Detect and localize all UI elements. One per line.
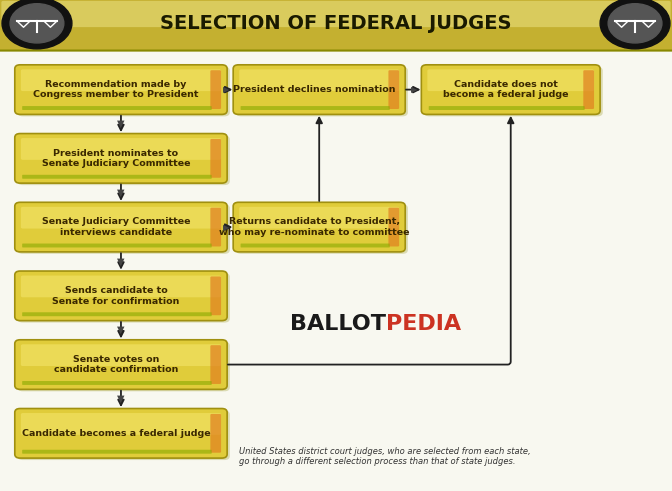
Text: ▼: ▼ bbox=[117, 325, 125, 335]
FancyBboxPatch shape bbox=[0, 0, 672, 51]
Text: Senate votes on
candidate confirmation: Senate votes on candidate confirmation bbox=[54, 355, 178, 374]
Text: Recommendation made by
Congress member to President: Recommendation made by Congress member t… bbox=[33, 80, 199, 99]
FancyBboxPatch shape bbox=[21, 413, 221, 435]
FancyBboxPatch shape bbox=[388, 70, 399, 109]
FancyBboxPatch shape bbox=[210, 345, 221, 384]
Text: United States district court judges, who are selected from each state,
go throug: United States district court judges, who… bbox=[239, 447, 530, 466]
FancyBboxPatch shape bbox=[21, 344, 221, 366]
FancyBboxPatch shape bbox=[17, 204, 230, 254]
FancyBboxPatch shape bbox=[15, 340, 227, 389]
FancyBboxPatch shape bbox=[424, 67, 603, 116]
FancyBboxPatch shape bbox=[239, 207, 399, 229]
FancyBboxPatch shape bbox=[388, 208, 399, 246]
FancyBboxPatch shape bbox=[17, 273, 230, 323]
Text: President declines nomination: President declines nomination bbox=[233, 85, 395, 94]
FancyBboxPatch shape bbox=[21, 207, 221, 229]
FancyBboxPatch shape bbox=[15, 65, 227, 114]
FancyBboxPatch shape bbox=[429, 106, 585, 110]
Text: BALLOT: BALLOT bbox=[290, 314, 386, 334]
FancyBboxPatch shape bbox=[236, 67, 408, 116]
FancyBboxPatch shape bbox=[15, 409, 227, 458]
Text: ▼: ▼ bbox=[117, 119, 125, 129]
FancyBboxPatch shape bbox=[21, 138, 221, 160]
FancyBboxPatch shape bbox=[21, 69, 221, 91]
Text: ▶: ▶ bbox=[223, 85, 230, 94]
Text: ▼: ▼ bbox=[117, 256, 125, 267]
FancyBboxPatch shape bbox=[241, 244, 390, 247]
FancyBboxPatch shape bbox=[210, 276, 221, 315]
Text: SELECTION OF FEDERAL JUDGES: SELECTION OF FEDERAL JUDGES bbox=[160, 14, 512, 33]
FancyBboxPatch shape bbox=[427, 69, 594, 91]
FancyBboxPatch shape bbox=[22, 450, 212, 454]
FancyBboxPatch shape bbox=[583, 70, 594, 109]
FancyBboxPatch shape bbox=[421, 65, 600, 114]
Text: ▶: ▶ bbox=[223, 222, 230, 232]
FancyBboxPatch shape bbox=[233, 65, 405, 114]
FancyBboxPatch shape bbox=[210, 139, 221, 178]
Text: Senate Judiciary Committee
interviews candidate: Senate Judiciary Committee interviews ca… bbox=[42, 218, 190, 237]
Text: President nominates to
Senate Judiciary Committee: President nominates to Senate Judiciary … bbox=[42, 149, 190, 168]
FancyBboxPatch shape bbox=[210, 208, 221, 246]
Text: Candidate does not
become a federal judge: Candidate does not become a federal judg… bbox=[443, 80, 569, 99]
Text: Returns candidate to President,
who may re-nominate to committee: Returns candidate to President, who may … bbox=[219, 218, 409, 237]
FancyBboxPatch shape bbox=[21, 275, 221, 298]
FancyBboxPatch shape bbox=[236, 204, 408, 254]
Text: ▶: ▶ bbox=[411, 85, 418, 94]
Circle shape bbox=[2, 0, 72, 49]
FancyBboxPatch shape bbox=[22, 244, 212, 247]
Text: ▼: ▼ bbox=[117, 394, 125, 404]
Circle shape bbox=[10, 3, 64, 43]
FancyBboxPatch shape bbox=[17, 410, 230, 460]
Circle shape bbox=[600, 0, 670, 49]
FancyBboxPatch shape bbox=[15, 271, 227, 321]
FancyBboxPatch shape bbox=[22, 312, 212, 316]
Text: ▼: ▼ bbox=[117, 188, 125, 198]
FancyBboxPatch shape bbox=[241, 106, 390, 110]
FancyBboxPatch shape bbox=[210, 414, 221, 453]
FancyBboxPatch shape bbox=[233, 202, 405, 252]
FancyBboxPatch shape bbox=[17, 136, 230, 185]
FancyBboxPatch shape bbox=[17, 67, 230, 116]
Text: Sends candidate to
Senate for confirmation: Sends candidate to Senate for confirmati… bbox=[52, 286, 179, 305]
FancyBboxPatch shape bbox=[1, 1, 671, 27]
Circle shape bbox=[608, 3, 662, 43]
FancyBboxPatch shape bbox=[17, 342, 230, 391]
FancyBboxPatch shape bbox=[22, 381, 212, 385]
Text: PEDIA: PEDIA bbox=[386, 314, 462, 334]
FancyBboxPatch shape bbox=[22, 106, 212, 110]
FancyBboxPatch shape bbox=[239, 69, 399, 91]
FancyBboxPatch shape bbox=[210, 70, 221, 109]
FancyBboxPatch shape bbox=[22, 175, 212, 179]
FancyBboxPatch shape bbox=[15, 134, 227, 183]
FancyBboxPatch shape bbox=[15, 202, 227, 252]
Text: Candidate becomes a federal judge: Candidate becomes a federal judge bbox=[22, 429, 210, 438]
